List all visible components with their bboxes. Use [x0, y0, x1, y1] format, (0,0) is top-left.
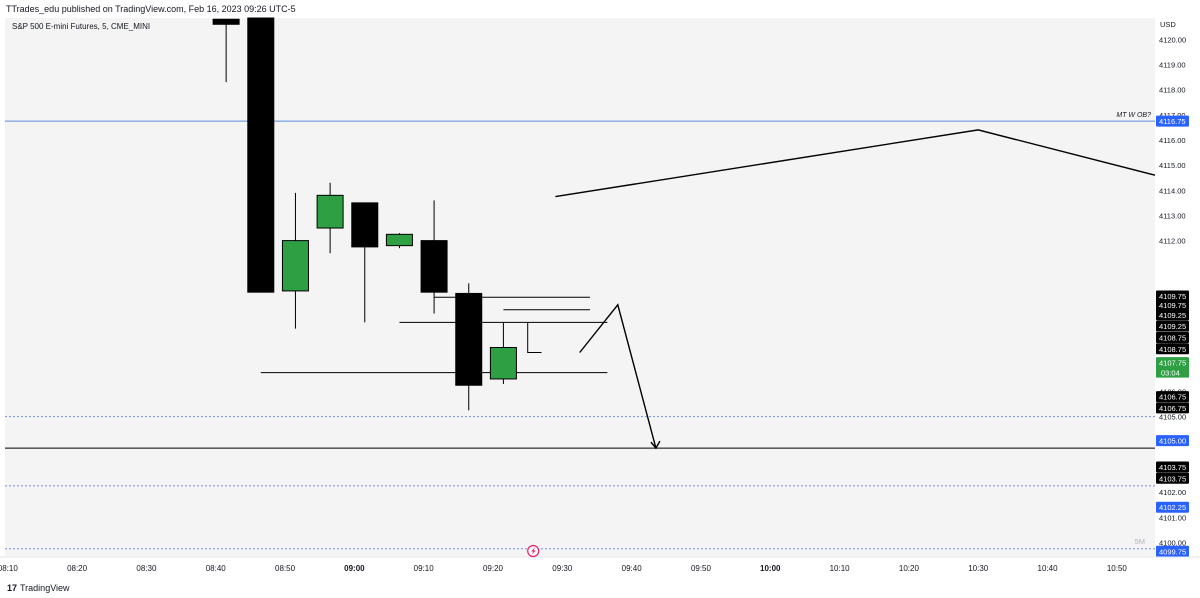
candle-body [316, 194, 344, 229]
candle-body [455, 292, 483, 386]
price-badge-label: 4116.75 [1159, 117, 1186, 126]
price-tick-label: 4116.00 [1159, 136, 1186, 145]
price-badge [1156, 501, 1189, 513]
price-badge-label: 4109.75 [1159, 292, 1186, 301]
time-tick-label: 08:20 [67, 564, 88, 573]
price-tick-label: 4114.00 [1159, 186, 1186, 195]
time-tick-label: 08:50 [275, 564, 296, 573]
projection-path-down [579, 303, 657, 449]
time-tick-label: 09:10 [414, 564, 435, 573]
price-badge-label: 4109.75 [1159, 301, 1186, 310]
arrow-head [650, 440, 661, 450]
price-badge-label: 4099.75 [1159, 547, 1186, 556]
candle-body [247, 17, 275, 293]
price-badge-label: 4108.75 [1159, 345, 1186, 354]
time-tick-label: 08:30 [136, 564, 157, 573]
price-tick-label: 4118.00 [1159, 86, 1186, 95]
time-tick-label: 10:10 [830, 564, 851, 573]
published-info: TTrades_edu published on TradingView.com… [6, 4, 296, 14]
price-badge-label: 4102.25 [1159, 503, 1186, 512]
candle-body [385, 233, 413, 247]
candle-body [420, 240, 448, 293]
currency-label: USD [1160, 20, 1176, 29]
time-tick-label: 10:30 [968, 564, 989, 573]
symbol-title[interactable]: S&P 500 E-mini Futures, 5, CME_MINI [12, 22, 151, 31]
time-tick-label: 10:40 [1038, 564, 1059, 573]
range-bracket [527, 322, 542, 353]
price-badge [1156, 320, 1189, 332]
time-tick-label: 10:50 [1107, 564, 1128, 573]
price-badge-label: 4103.75 [1159, 463, 1186, 472]
price-badge [1156, 331, 1189, 343]
candle-body [212, 18, 240, 25]
price-badge-label: 4105.00 [1159, 437, 1186, 446]
time-tick-label: 08:10 [0, 564, 18, 573]
price-tick-label: 4100.00 [1159, 538, 1186, 547]
candle-body [281, 240, 309, 292]
price-tick-label: 4120.00 [1159, 35, 1186, 44]
time-tick-label: 09:00 [344, 564, 365, 573]
price-badge-label: 4109.25 [1159, 322, 1186, 331]
price-badge [1156, 435, 1189, 447]
published-bar: TTrades_edu published on TradingView.com… [0, 0, 1200, 18]
time-tick-label: 09:40 [622, 564, 643, 573]
time-tick-label: 10:20 [899, 564, 920, 573]
price-tick-label: 4113.00 [1159, 211, 1186, 220]
price-tick-label: 4105.00 [1159, 413, 1186, 422]
price-tick-label: 4102.00 [1159, 488, 1186, 497]
time-tick-label: 10:00 [760, 564, 781, 573]
price-badge [1156, 402, 1189, 414]
countdown-label: 03:04 [1161, 369, 1180, 378]
price-tick-label: 4115.00 [1159, 161, 1186, 170]
price-badge-label: 4109.25 [1159, 311, 1186, 320]
time-tick-label: 09:20 [483, 564, 504, 573]
price-tick-label: 4101.00 [1159, 513, 1186, 522]
price-badge-label: 4107.75 [1159, 359, 1186, 368]
price-badge [1156, 115, 1189, 127]
price-badge [1156, 461, 1189, 473]
price-badge [1156, 545, 1189, 557]
price-badge [1156, 309, 1189, 321]
price-badge-label: 4106.75 [1159, 393, 1186, 402]
candle-body [351, 202, 379, 248]
price-badge [1156, 391, 1189, 403]
chart-plot-area[interactable] [5, 18, 1155, 556]
price-badge-label: 4108.75 [1159, 333, 1186, 342]
mt-w-ob-label: MT W OB? [1116, 112, 1151, 119]
price-tick-label: 4112.00 [1159, 237, 1186, 246]
price-badge [1156, 472, 1189, 484]
lightning-glyph [531, 547, 536, 555]
price-badge [1156, 343, 1189, 355]
candle-body [489, 347, 517, 380]
time-tick-label: 08:40 [206, 564, 227, 573]
price-tick-label: 4119.00 [1159, 61, 1186, 70]
tradingview-logo[interactable]: 17 TradingView [7, 583, 70, 593]
price-badge [1156, 290, 1189, 302]
tradingview-logo-mark: 17 [7, 583, 18, 593]
tradingview-logo-text: TradingView [20, 583, 70, 593]
price-badge-label: 4106.75 [1159, 404, 1186, 413]
time-tick-label: 09:50 [691, 564, 712, 573]
price-tick-label: 4117.00 [1159, 111, 1186, 120]
projection-path-up [555, 129, 1156, 198]
price-badge [1156, 357, 1189, 369]
time-tick-label: 09:30 [552, 564, 573, 573]
footer-bar [0, 578, 1200, 598]
countdown-badge [1156, 367, 1189, 378]
price-badge [1156, 299, 1189, 311]
price-badge-label: 4103.75 [1159, 474, 1186, 483]
timeframe-badge: 5M [1135, 537, 1145, 546]
